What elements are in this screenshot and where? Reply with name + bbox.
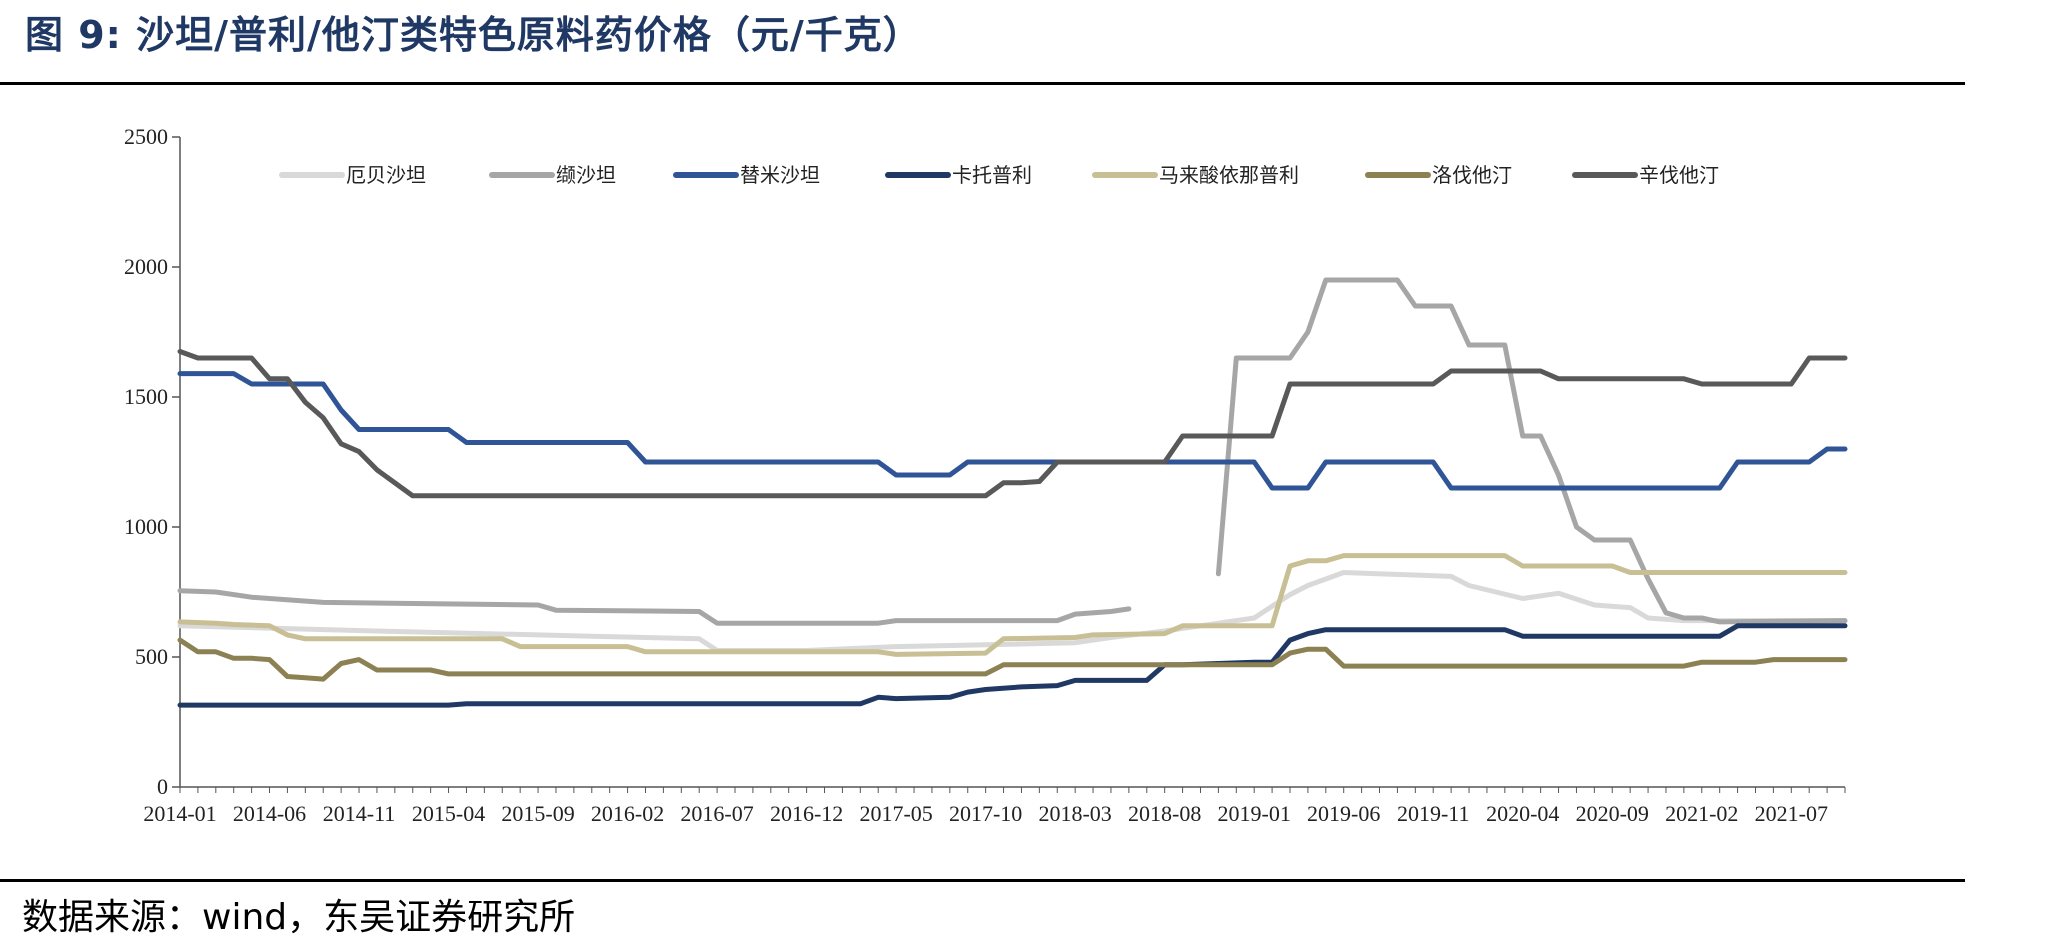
- series-line: [177, 349, 1848, 499]
- legend-label: 替米沙坦: [740, 163, 820, 187]
- x-tick-label: 2019-11: [1397, 801, 1470, 826]
- x-tick-label: 2017-10: [949, 801, 1022, 826]
- legend-label: 卡托普利: [952, 163, 1032, 187]
- x-tick-label: 2021-07: [1755, 801, 1828, 826]
- series-line: [177, 277, 1848, 626]
- x-tick-label: 2019-06: [1307, 801, 1380, 826]
- x-tick-label: 2018-03: [1038, 801, 1111, 826]
- chart-legend: 厄贝沙坦 缬沙坦 替米沙坦 卡托普利 马来酸依那普利 洛伐他汀 辛伐他汀: [279, 163, 1719, 187]
- series-line: [177, 637, 1848, 682]
- x-tick-label: 2016-07: [680, 801, 753, 826]
- x-tick-label: 2014-06: [233, 801, 306, 826]
- x-tick-label: 2020-09: [1576, 801, 1649, 826]
- series-line: [177, 371, 1848, 491]
- x-tick-label: 2015-09: [501, 801, 574, 826]
- y-tick-label: 1500: [124, 384, 168, 409]
- y-tick-label: 500: [135, 644, 168, 669]
- y-tick-label: 2000: [124, 254, 168, 279]
- bottom-rule: [0, 879, 1965, 882]
- top-rule: [0, 82, 1965, 85]
- y-tick-label: 0: [157, 774, 168, 799]
- legend-label: 洛伐他汀: [1432, 163, 1512, 187]
- y-tick-label: 1000: [124, 514, 168, 539]
- series-line: [177, 553, 1848, 657]
- chart-axes: 0 500 1000 1500 2000 2500 2014-01 2014-06 2014-1…: [124, 124, 1846, 826]
- series-line: [177, 623, 1848, 708]
- x-tick-label: 2016-02: [591, 801, 664, 826]
- x-tick-label: 2016-12: [770, 801, 843, 826]
- y-tick-label: 2500: [124, 124, 168, 149]
- chart-series-lines: [177, 277, 1848, 708]
- x-tick-label: 2020-04: [1486, 801, 1559, 826]
- x-tick-label: 2019-01: [1218, 801, 1291, 826]
- x-tick-label: 2015-04: [412, 801, 485, 826]
- legend-label: 马来酸依那普利: [1159, 163, 1299, 187]
- data-source-note: 数据来源：wind，东吴证券研究所: [22, 897, 576, 938]
- figure-title: 图 9: 沙坦/普利/他汀类特色原料药价格（元/千克）: [25, 13, 922, 57]
- x-tick-label: 2014-01: [143, 801, 216, 826]
- legend-label: 厄贝沙坦: [346, 163, 426, 187]
- x-tick-label: 2017-05: [859, 801, 932, 826]
- x-tick-label: 2021-02: [1665, 801, 1738, 826]
- x-tick-label: 2018-08: [1128, 801, 1201, 826]
- legend-label: 缬沙坦: [556, 163, 616, 187]
- x-tick-label: 2014-11: [323, 801, 396, 826]
- legend-label: 辛伐他汀: [1639, 163, 1719, 187]
- line-chart: 0 500 1000 1500 2000 2500 2014-01 2014-06 2014-1…: [124, 124, 1848, 826]
